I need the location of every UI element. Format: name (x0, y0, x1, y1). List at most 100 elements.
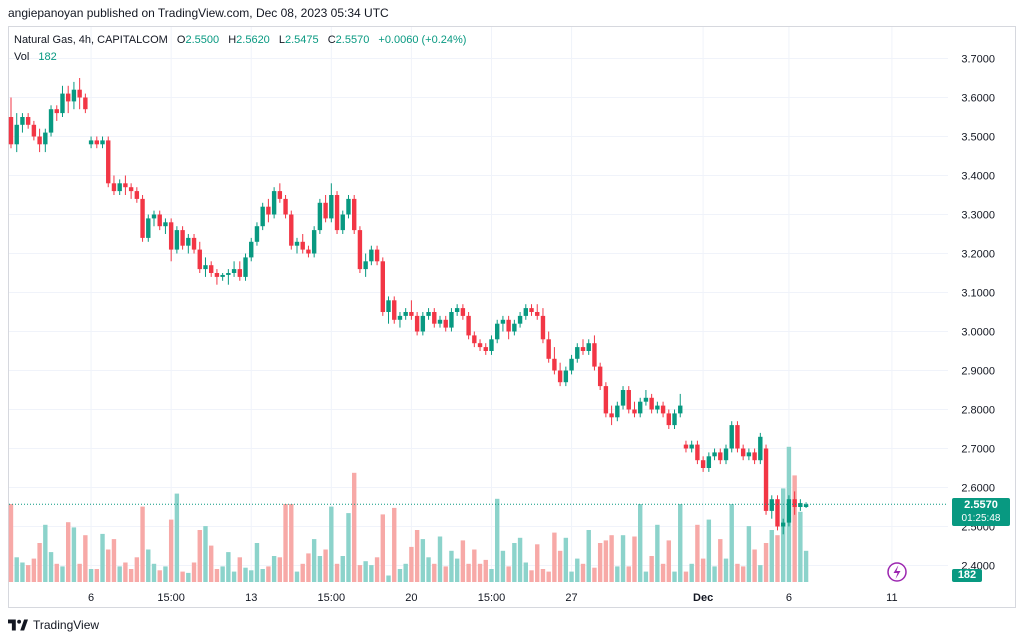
volume-bar (197, 530, 202, 582)
candle-body (157, 214, 162, 227)
volume-bar (569, 571, 574, 582)
candle-body (294, 241, 300, 246)
candle-body (729, 425, 734, 449)
volume-bar (420, 539, 426, 582)
candle-body (723, 448, 729, 461)
candle-body (472, 335, 477, 344)
volume-label: Vol (14, 51, 30, 63)
candle-body (94, 140, 99, 145)
candle-body (277, 191, 283, 199)
y-tick-label: 3.0000 (961, 327, 995, 339)
volume-bar (334, 563, 340, 582)
candle-body (803, 504, 809, 507)
candle-body (414, 315, 420, 332)
candle-body (603, 386, 609, 414)
volume-bar (186, 572, 191, 582)
candle-body (260, 206, 265, 227)
candle-body (334, 195, 340, 231)
volume-bar (723, 558, 729, 582)
y-tick-label: 3.7000 (961, 54, 995, 66)
volume-bar (403, 563, 408, 582)
candle-body (409, 312, 414, 316)
volume-bar (83, 535, 88, 582)
volume-bar (60, 566, 65, 582)
candle-body (483, 347, 488, 351)
candle-body (289, 214, 294, 246)
volume-bar (643, 571, 649, 582)
bar-countdown: 01:25:48 (961, 513, 1001, 524)
candle-body (460, 308, 466, 316)
volume-bar (638, 504, 643, 582)
volume-bar (260, 569, 265, 582)
volume-bar (20, 562, 25, 582)
x-tick-label: Dec (693, 592, 713, 604)
volume-bar (409, 546, 414, 582)
volume-bar (157, 570, 162, 582)
volume-bar (71, 527, 77, 582)
low-value: 2.5475 (285, 34, 319, 46)
volume-bar (140, 506, 145, 582)
volume-bar (649, 556, 654, 582)
volume-bar (529, 570, 534, 582)
volume-bar (655, 524, 660, 582)
candle-body (163, 222, 168, 227)
volume-bar (552, 532, 557, 582)
volume-bar (203, 526, 208, 582)
candle-body (214, 273, 220, 277)
volume-bar (88, 569, 94, 582)
candle-body (197, 249, 202, 270)
x-tick-label: 13 (245, 592, 257, 604)
candle-body (151, 214, 157, 219)
close-label: C (327, 34, 336, 46)
y-tick-label: 2.6000 (961, 483, 995, 495)
candle-body (758, 436, 763, 461)
volume-bar (380, 514, 385, 582)
y-tick-label: 3.6000 (961, 93, 995, 105)
chart-frame[interactable] (8, 26, 1016, 608)
candle-body (134, 191, 140, 199)
volume-bar (432, 563, 437, 582)
volume-bar (43, 524, 48, 582)
volume-bar (94, 569, 99, 582)
symbol-legend: Natural Gas, 4h, CAPITALCOM O2.5500 H2.5… (14, 34, 466, 46)
candle-body (266, 206, 271, 215)
candle-body (317, 202, 323, 231)
y-tick-label: 3.5000 (961, 132, 995, 144)
volume-bar (414, 530, 420, 582)
candle-body (586, 343, 591, 351)
volume-bar (666, 540, 671, 582)
candle-body (83, 97, 88, 110)
volume-bar (449, 550, 454, 582)
y-tick-label: 2.9000 (961, 366, 995, 378)
candle-body (254, 226, 260, 242)
volume-bar (220, 566, 225, 582)
footer-brand: TradingView (33, 618, 100, 632)
candle-body (374, 249, 380, 262)
volume-bar (735, 563, 740, 582)
volume-bar (289, 504, 294, 582)
candle-body (380, 261, 385, 312)
candle-body (340, 214, 345, 231)
candle-body (88, 140, 94, 145)
volume-bar (106, 549, 111, 582)
candle-body (609, 413, 614, 418)
candle-body (718, 452, 723, 461)
candle-body (672, 413, 677, 426)
volume-bar (798, 511, 803, 582)
candle-body (329, 195, 334, 219)
volume-bar (266, 566, 271, 582)
lightning-icon[interactable] (887, 562, 907, 582)
candle-body (220, 274, 225, 277)
volume-bar (678, 504, 683, 582)
volume-bar (563, 537, 569, 582)
volume-bar (758, 565, 763, 582)
volume-bar (111, 539, 117, 582)
volume-bar (386, 575, 391, 582)
candle-body (209, 265, 214, 273)
candle-body (66, 93, 71, 102)
candle-body (237, 269, 242, 277)
candle-body (306, 249, 311, 254)
published-line: angiepanoyan published on TradingView.co… (8, 6, 389, 20)
volume-bar (660, 563, 666, 582)
